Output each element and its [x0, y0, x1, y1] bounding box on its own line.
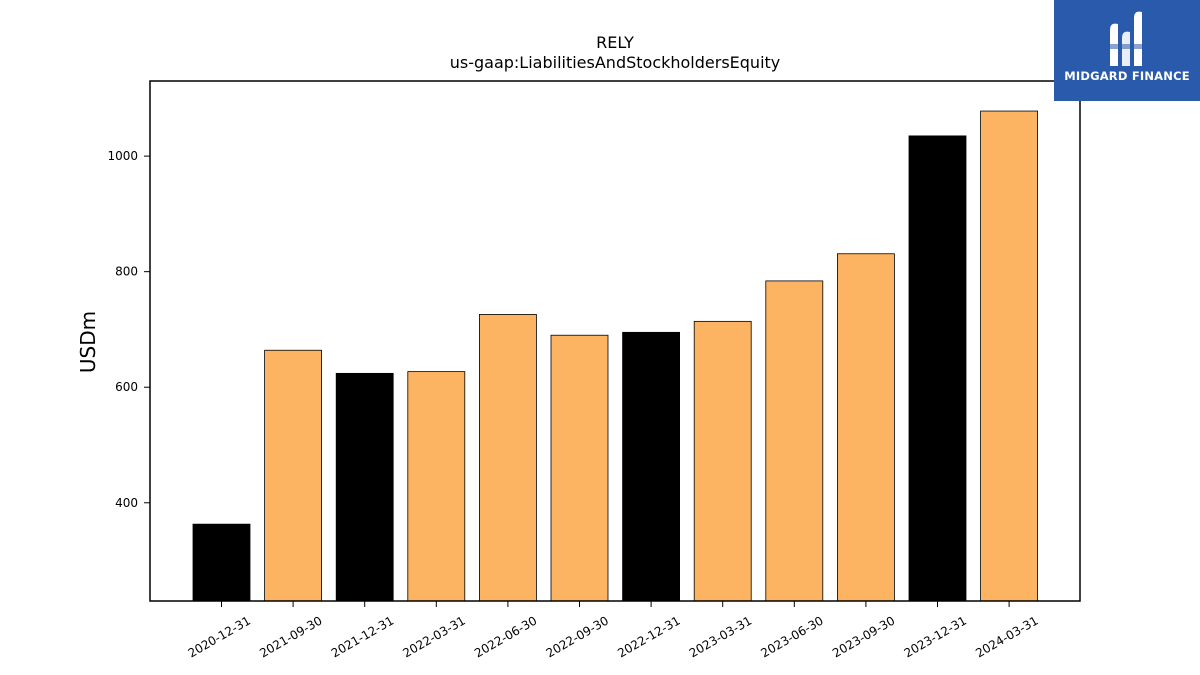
y-tick-label: 400: [115, 496, 138, 510]
bar-2022-09-30: [550, 334, 609, 602]
x-tick-label: 2022-03-31: [400, 613, 467, 660]
bar-2021-12-31: [335, 372, 394, 602]
x-tick-label: 2023-09-30: [830, 613, 897, 660]
x-tick-label: 2022-06-30: [472, 613, 539, 660]
plot-frame: [149, 80, 1081, 602]
bar-2024-03-31: [980, 110, 1038, 602]
y-tick-label: 800: [115, 265, 138, 279]
midgard-logo-icon: [1108, 11, 1144, 67]
bar-2022-06-30: [478, 314, 537, 602]
x-axis-ticks: 2020-12-31 2021-09-30 2021-12-31 2022-03-31…: [186, 601, 1041, 660]
x-tick-label: 2023-03-31: [687, 613, 754, 660]
chart-title: RELY: [596, 33, 634, 52]
x-tick-label: 2022-12-31: [615, 613, 682, 660]
y-tick-label: 1000: [107, 149, 138, 163]
x-tick-label: 2020-12-31: [186, 613, 253, 660]
x-tick-label: 2023-12-31: [902, 613, 969, 660]
chart-subtitle: us-gaap:LiabilitiesAndStockholdersEquity: [450, 53, 781, 72]
bar-2023-06-30: [765, 280, 824, 602]
x-tick-label: 2023-06-30: [758, 613, 825, 660]
bar-2023-12-31: [908, 135, 967, 602]
y-axis-ticks: 400 600 800 1000: [107, 149, 150, 510]
bar-2022-03-31: [407, 371, 466, 602]
bar-2021-09-30: [264, 349, 323, 602]
x-tick-label: 2021-12-31: [329, 613, 396, 660]
x-tick-label: 2021-09-30: [257, 613, 324, 660]
bar-2023-03-31: [693, 320, 752, 602]
x-tick-label: 2022-09-30: [544, 613, 611, 660]
logo-text: MIDGARD FINANCE: [1064, 69, 1190, 83]
y-tick-label: 600: [115, 380, 138, 394]
x-tick-label: 2024-03-31: [973, 613, 1040, 660]
bar-2020-12-31: [192, 523, 251, 602]
bar-2022-12-31: [622, 331, 680, 602]
bar-group: [192, 110, 1038, 602]
logo: MIDGARD FINANCE: [1054, 0, 1200, 101]
y-axis-label: USDm: [76, 311, 100, 373]
bar-2023-09-30: [837, 253, 895, 602]
